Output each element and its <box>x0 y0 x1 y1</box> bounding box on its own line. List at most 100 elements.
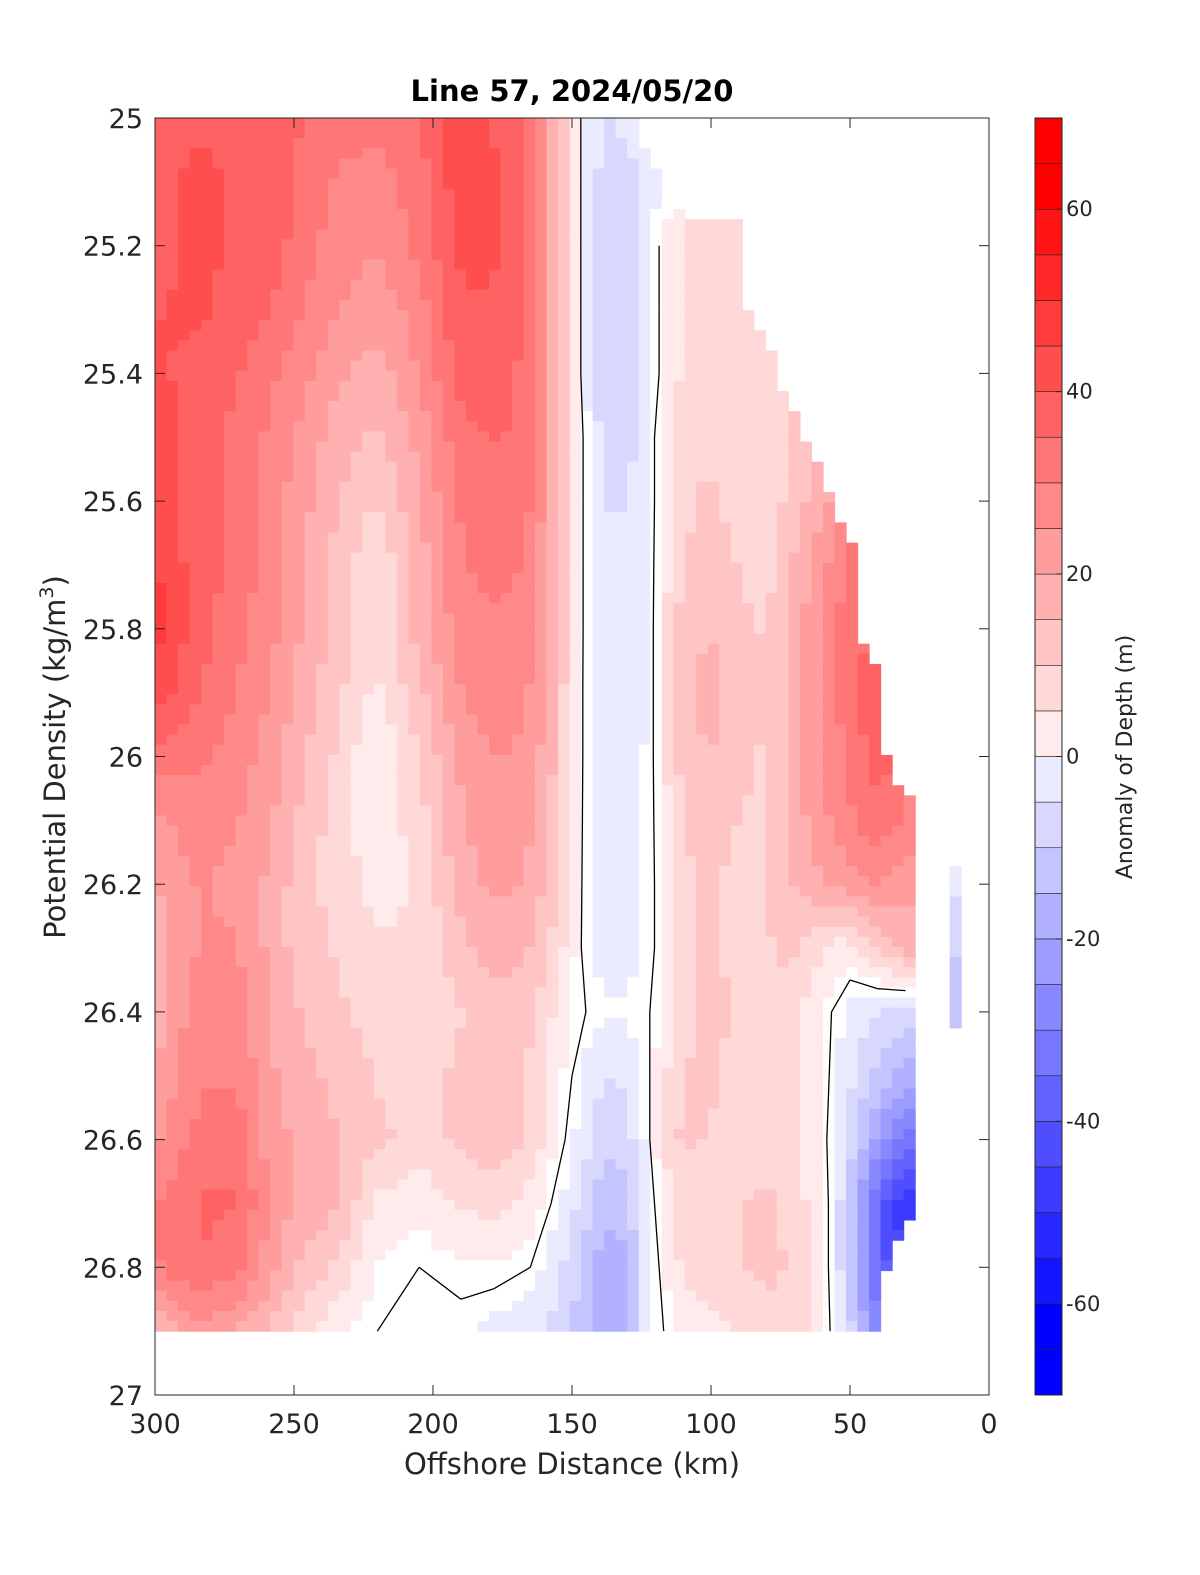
contour-cell <box>489 441 502 453</box>
contour-cell <box>765 583 778 594</box>
contour-cell <box>581 926 594 938</box>
contour-cell <box>500 835 513 847</box>
contour-cell <box>419 724 433 736</box>
contour-cell <box>408 977 421 989</box>
contour-cell <box>661 279 674 291</box>
contour-cell <box>155 795 168 807</box>
contour-cell <box>592 320 605 331</box>
contour-cell <box>742 552 755 564</box>
contour-cell <box>189 795 202 807</box>
contour-cell <box>339 633 352 645</box>
contour-cell <box>431 946 444 958</box>
contour-cell <box>730 643 743 655</box>
contour-cell <box>707 623 720 635</box>
contour-cell <box>650 441 663 453</box>
contour-cell <box>753 876 767 887</box>
contour-cell <box>788 522 801 534</box>
contour-cell <box>730 916 743 928</box>
contour-cell <box>512 340 525 352</box>
contour-cell <box>604 471 617 483</box>
contour-cell <box>880 957 893 968</box>
contour-cell <box>408 360 421 372</box>
contour-cell <box>235 775 248 786</box>
contour-cell <box>684 754 697 766</box>
contour-cell <box>431 198 444 210</box>
contour-cell <box>224 704 237 716</box>
contour-cell <box>558 724 571 736</box>
contour-cell <box>155 946 168 958</box>
contour-cell <box>535 421 548 432</box>
contour-cell <box>546 158 559 170</box>
contour-cell <box>558 522 571 534</box>
contour-cell <box>857 714 870 726</box>
contour-cell <box>442 765 456 776</box>
contour-cell <box>799 663 813 675</box>
contour-cell <box>454 158 467 170</box>
contour-cell <box>477 138 490 149</box>
contour-cell <box>730 471 743 483</box>
contour-cell <box>581 168 594 180</box>
contour-cell <box>730 805 743 817</box>
contour-cell <box>235 279 248 291</box>
contour-cell <box>523 684 536 695</box>
contour-cell <box>696 643 709 655</box>
contour-cell <box>247 350 260 362</box>
contour-cell <box>673 431 686 443</box>
contour-cell <box>512 815 525 827</box>
contour-cell <box>465 785 479 796</box>
contour-cell <box>615 856 628 867</box>
contour-cell <box>719 593 732 604</box>
contour-cell <box>742 441 755 453</box>
contour-cell <box>880 785 893 796</box>
contour-cell <box>304 724 317 736</box>
contour-cell <box>546 188 559 200</box>
contour-cell <box>707 441 720 453</box>
contour-cell <box>270 269 283 281</box>
contour-cell <box>339 229 352 240</box>
contour-cell <box>442 724 456 736</box>
contour-cell <box>304 522 317 534</box>
contour-cell <box>408 512 421 523</box>
contour-cell <box>546 906 559 918</box>
contour-cell <box>454 128 467 139</box>
contour-cell <box>373 684 386 695</box>
contour-cell <box>753 522 767 534</box>
contour-cell <box>799 572 813 584</box>
contour-cell <box>339 340 352 352</box>
contour-cell <box>293 451 306 463</box>
contour-cell <box>465 289 479 301</box>
contour-cell <box>431 239 444 251</box>
contour-cell <box>155 926 168 938</box>
contour-cell <box>465 765 479 776</box>
contour-cell <box>696 299 709 311</box>
contour-cell <box>765 451 778 463</box>
contour-cell <box>465 330 479 342</box>
contour-cell <box>684 299 697 311</box>
contour-cell <box>224 835 237 847</box>
contour-cell <box>419 118 433 129</box>
contour-cell <box>730 876 743 887</box>
contour-cell <box>293 542 306 554</box>
contour-cell <box>730 835 743 847</box>
contour-cell <box>661 562 674 574</box>
contour-cell <box>316 886 329 898</box>
contour-cell <box>569 714 582 726</box>
contour-cell <box>753 926 767 938</box>
contour-cell <box>465 421 479 432</box>
contour-cell <box>535 643 548 655</box>
contour-cell <box>419 390 433 402</box>
contour-cell <box>638 441 651 453</box>
contour-cell <box>373 188 386 200</box>
contour-cell <box>362 734 375 746</box>
contour-cell <box>212 219 225 230</box>
contour-cell <box>178 481 191 493</box>
contour-cell <box>615 431 628 443</box>
contour-cell <box>730 946 743 958</box>
contour-cell <box>799 492 813 503</box>
contour-cell <box>316 694 329 705</box>
contour-cell <box>373 967 386 978</box>
contour-cell <box>535 754 548 766</box>
contour-cell <box>408 522 421 534</box>
contour-cell <box>362 613 375 625</box>
contour-cell <box>465 805 479 817</box>
